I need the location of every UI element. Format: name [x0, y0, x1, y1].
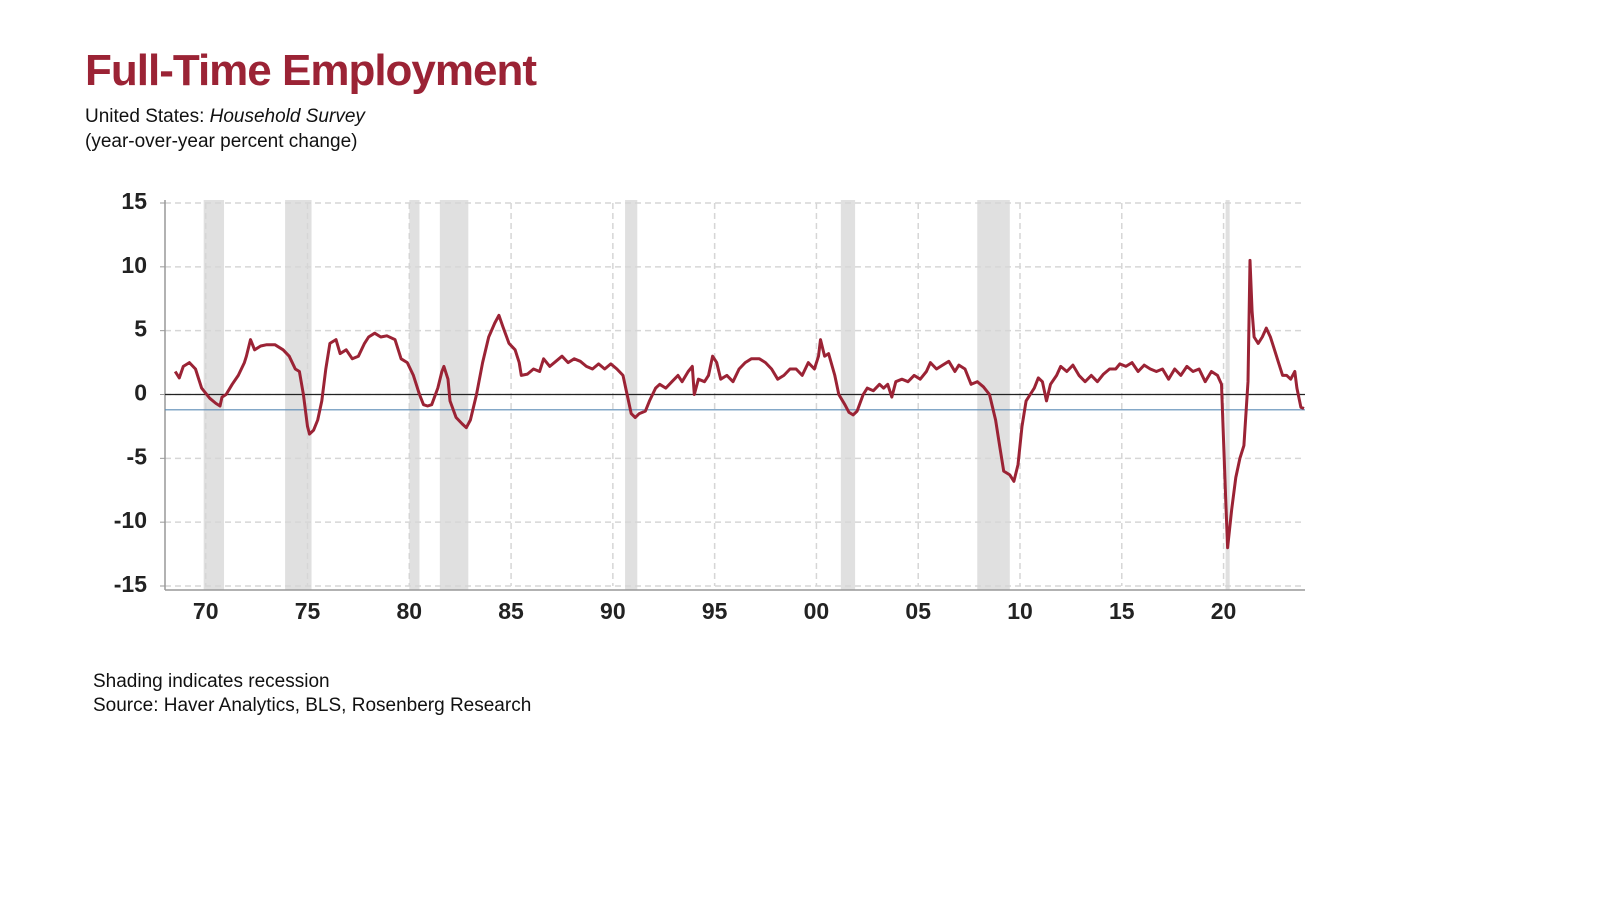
x-tick-label: 90	[600, 598, 626, 624]
units-note: (year-over-year percent change)	[85, 131, 358, 152]
footnote: Shading indicates recession	[93, 671, 330, 692]
x-tick-label: 10	[1007, 598, 1033, 624]
y-tick-label: -10	[114, 507, 147, 533]
x-tick-label: 70	[193, 598, 219, 624]
y-tick-label: 5	[134, 316, 147, 342]
x-tick-label: 15	[1109, 598, 1135, 624]
data-line	[173, 258, 1305, 550]
x-tick-label: 80	[396, 598, 422, 624]
x-tick-label: 95	[702, 598, 728, 624]
y-tick-label: -5	[127, 443, 148, 469]
x-tick-label: 00	[804, 598, 830, 624]
x-tick-label: 20	[1211, 598, 1237, 624]
x-tick-label: 05	[905, 598, 931, 624]
subtitle-emphasis: Household Survey	[209, 106, 365, 127]
y-tick-label: 0	[134, 380, 147, 406]
subtitle-prefix: United States:	[85, 106, 205, 127]
footnote: Source: Haver Analytics, BLS, Rosenberg …	[93, 695, 532, 716]
title: Full-Time Employment	[85, 46, 537, 95]
subtitle: United States: Household Survey	[85, 106, 365, 128]
x-tick-label: 85	[498, 598, 524, 624]
y-tick-label: 15	[121, 188, 147, 214]
x-tick-label: 75	[295, 598, 321, 624]
y-tick-label: -15	[114, 571, 147, 597]
y-tick-label: 10	[121, 252, 147, 278]
